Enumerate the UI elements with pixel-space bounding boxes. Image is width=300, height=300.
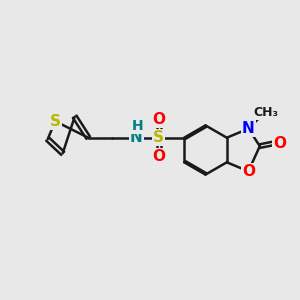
Text: N: N: [242, 121, 255, 136]
Text: CH₃: CH₃: [253, 106, 278, 119]
Text: O: O: [152, 149, 165, 164]
Text: O: O: [152, 112, 165, 127]
Text: N: N: [130, 130, 142, 145]
Text: O: O: [242, 164, 255, 179]
Text: S: S: [50, 114, 61, 129]
Text: O: O: [273, 136, 286, 151]
Text: H: H: [132, 119, 143, 133]
Text: S: S: [153, 130, 164, 145]
